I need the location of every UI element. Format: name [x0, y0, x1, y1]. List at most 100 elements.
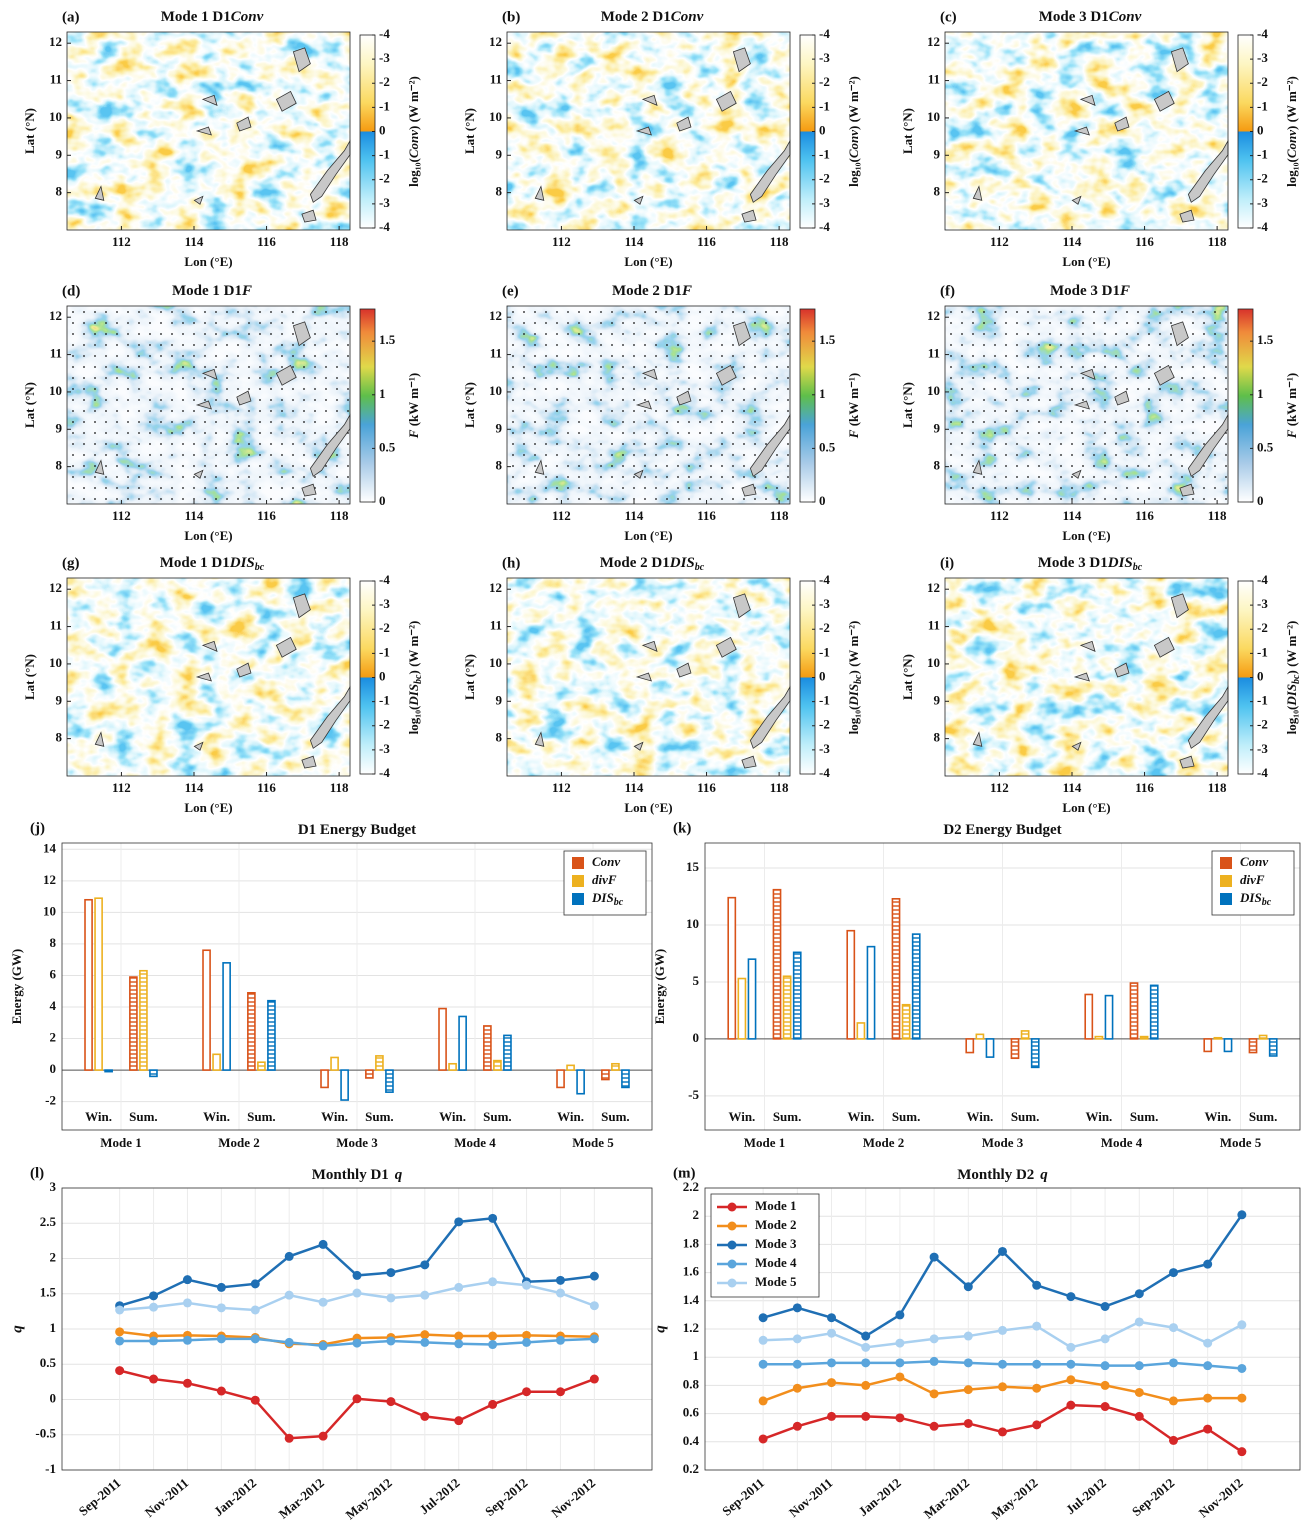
vector-dot — [226, 399, 228, 401]
legend-label: Conv — [1240, 854, 1268, 869]
vector-dot — [149, 432, 151, 434]
map-title-part: Conv — [231, 9, 264, 25]
vector-dot — [983, 388, 985, 390]
vector-dot — [270, 421, 272, 423]
vector-dot — [226, 410, 228, 412]
x-tick-label: 116 — [697, 508, 716, 523]
vector-dot — [710, 421, 712, 423]
legend-label: Mode 3 — [755, 1236, 797, 1251]
vector-dot — [699, 322, 701, 324]
vector-dot — [732, 421, 734, 423]
y-axis-label: Lat (°N) — [900, 108, 915, 154]
vector-dot — [644, 344, 646, 346]
vector-dot — [1060, 443, 1062, 445]
vector-dot — [611, 432, 613, 434]
vector-dot — [545, 432, 547, 434]
vector-dot — [1027, 344, 1029, 346]
vector-dot — [325, 311, 327, 313]
vector-dot — [622, 333, 624, 335]
vector-dot — [589, 366, 591, 368]
vector-dot — [193, 366, 195, 368]
x-tick-label: Sep-2012 — [482, 1475, 530, 1519]
vector-dot — [787, 410, 789, 412]
vector-dot — [1170, 465, 1172, 467]
bar — [867, 947, 874, 1039]
vector-dot — [787, 388, 789, 390]
vector-dot — [534, 355, 536, 357]
point — [353, 1394, 362, 1403]
vector-dot — [983, 454, 985, 456]
colorbar-tick-label: 0 — [1257, 493, 1264, 508]
vector-dot — [204, 388, 206, 390]
vector-dot — [127, 366, 129, 368]
vector-dot — [215, 476, 217, 478]
vector-dot — [1225, 410, 1227, 412]
vector-dot — [1137, 465, 1139, 467]
map-title-part: Mode 1 D1 — [161, 9, 231, 25]
vector-dot — [732, 443, 734, 445]
y-axis-label: Lat (°N) — [22, 382, 37, 428]
point — [793, 1303, 802, 1312]
vector-dot — [688, 498, 690, 500]
vector-dot — [1049, 344, 1051, 346]
vector-dot — [699, 388, 701, 390]
vector-dot — [655, 454, 657, 456]
colorbar-tick-label: -3 — [379, 596, 390, 611]
colorbar — [800, 309, 815, 502]
map-title: Mode 1 D1F — [172, 283, 252, 299]
vector-dot — [281, 388, 283, 390]
legend-swatch — [1220, 857, 1232, 869]
y-tick-label: 0.6 — [683, 1405, 700, 1420]
vector-dot — [589, 410, 591, 412]
vector-dot — [1192, 355, 1194, 357]
vector-dot — [994, 311, 996, 313]
vector-dot — [270, 465, 272, 467]
y-tick-label: 8 — [496, 184, 503, 199]
vector-dot — [127, 465, 129, 467]
vector-dot — [127, 311, 129, 313]
vector-dot — [666, 344, 668, 346]
vector-dot — [644, 355, 646, 357]
vector-dot — [1214, 388, 1216, 390]
vector-dot — [1104, 388, 1106, 390]
vector-dot — [743, 443, 745, 445]
vector-dot — [699, 366, 701, 368]
vector-dot — [1148, 388, 1150, 390]
y-axis-label: Lat (°N) — [900, 382, 915, 428]
vector-dot — [1159, 399, 1161, 401]
vector-dot — [281, 399, 283, 401]
vector-dot — [688, 333, 690, 335]
colorbar-label: log₁₀(DISbc) (W m⁻²) — [406, 621, 424, 735]
point — [386, 1336, 395, 1345]
point — [1066, 1401, 1075, 1410]
vector-dot — [226, 432, 228, 434]
vector-dot — [677, 344, 679, 346]
vector-dot — [94, 311, 96, 313]
vector-dot — [655, 487, 657, 489]
vector-dot — [127, 476, 129, 478]
vector-dot — [1005, 454, 1007, 456]
panel-label: (f) — [940, 283, 955, 299]
vector-dot — [534, 322, 536, 324]
vector-dot — [1005, 344, 1007, 346]
vector-dot — [743, 388, 745, 390]
vector-dot — [237, 432, 239, 434]
vector-dot — [677, 476, 679, 478]
vector-dot — [611, 465, 613, 467]
point — [964, 1332, 973, 1341]
vector-dot — [1159, 410, 1161, 412]
vector-dot — [666, 333, 668, 335]
vector-dot — [578, 476, 580, 478]
vector-dot — [314, 322, 316, 324]
vector-dot — [127, 344, 129, 346]
vector-dot — [336, 355, 338, 357]
vector-dot — [248, 465, 250, 467]
vector-dot — [1082, 498, 1084, 500]
vector-dot — [523, 410, 525, 412]
point — [930, 1357, 939, 1366]
colorbar-label: F (kW m⁻¹) — [846, 373, 861, 439]
vector-dot — [149, 377, 151, 379]
vector-dot — [633, 421, 635, 423]
vector-dot — [171, 421, 173, 423]
vector-dot — [193, 410, 195, 412]
